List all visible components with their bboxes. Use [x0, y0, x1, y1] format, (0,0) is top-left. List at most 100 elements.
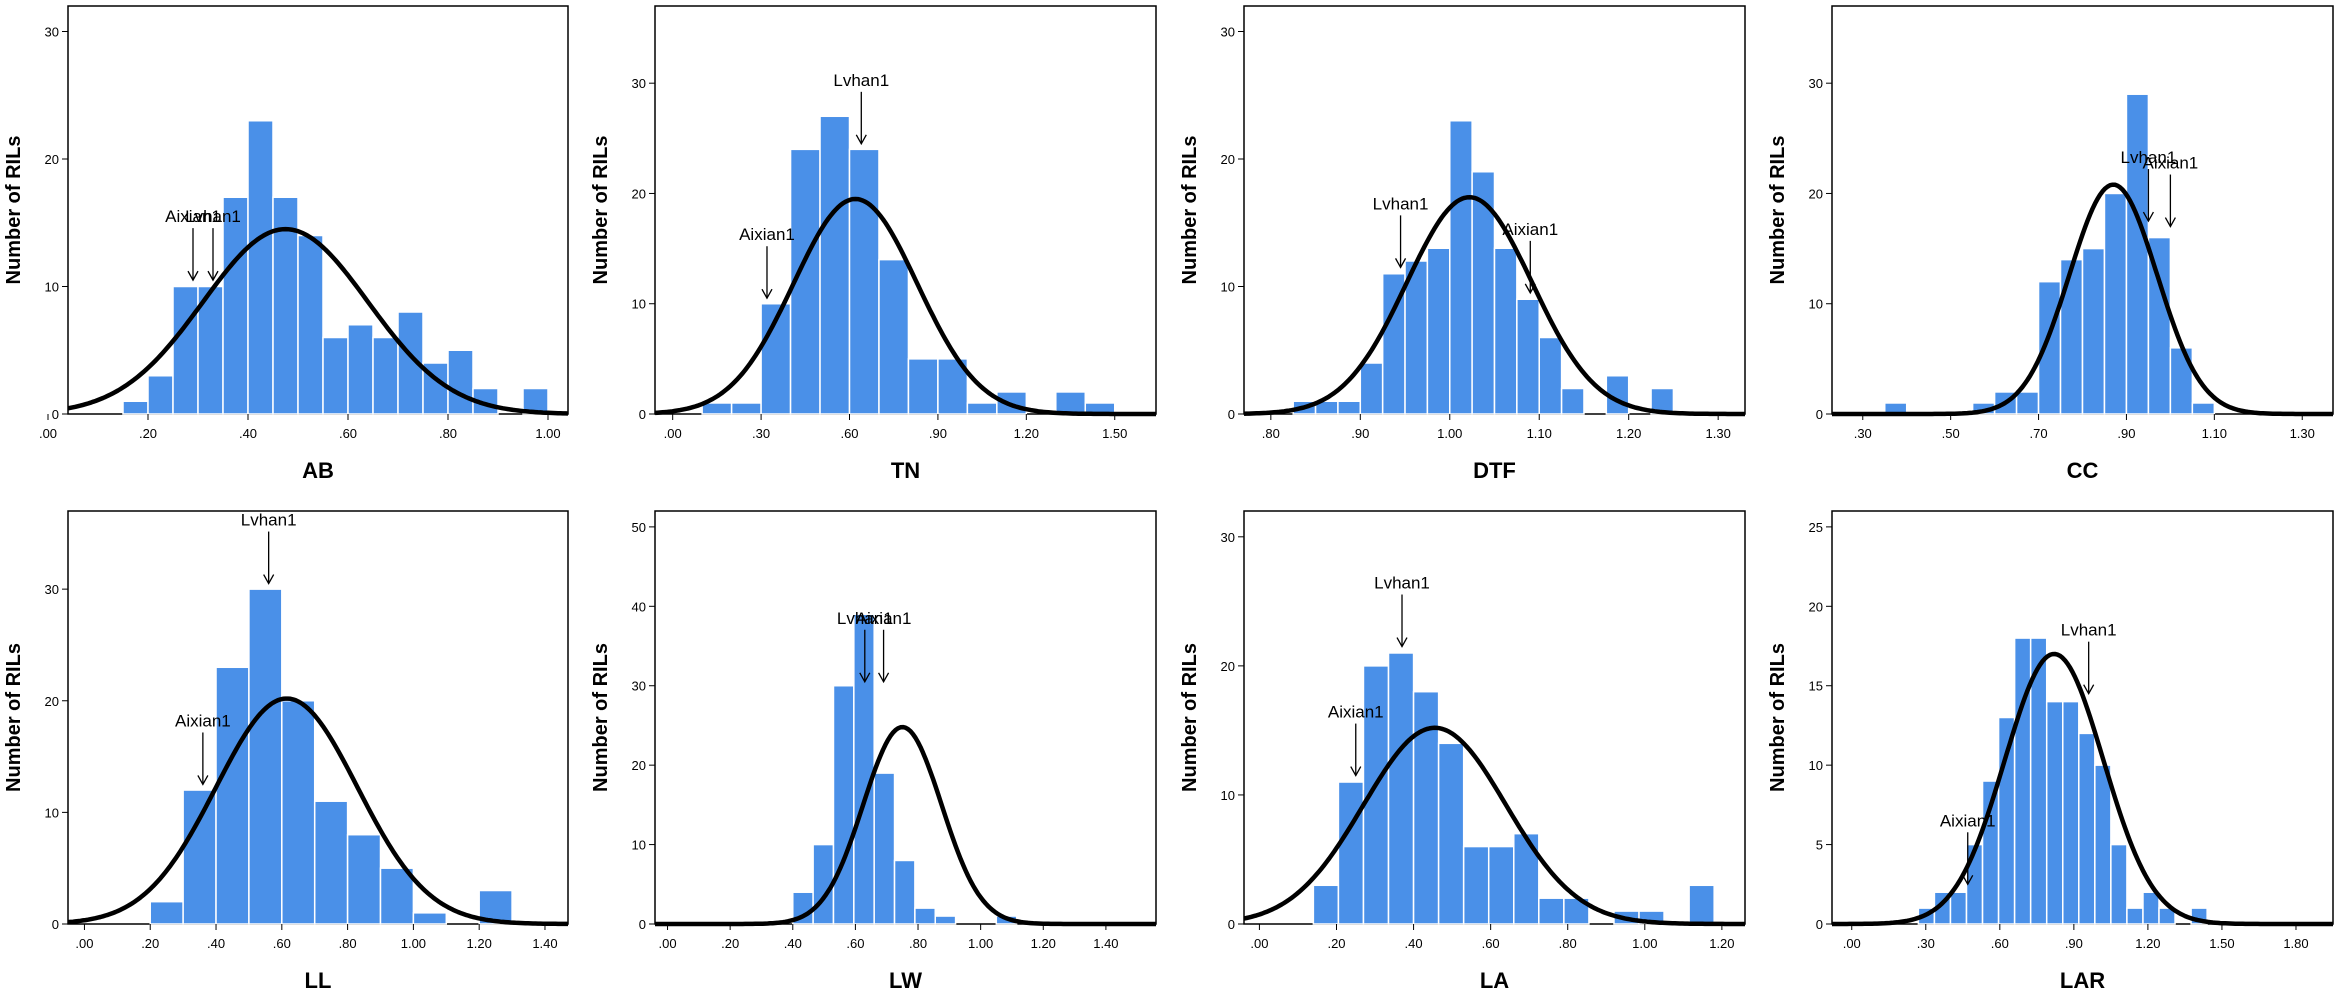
annotation-lvhan1: Lvhan1	[1373, 194, 1428, 269]
histogram-bar	[2103, 192, 2128, 415]
x-tick-label: 1.40	[532, 936, 557, 951]
histogram-bar	[2013, 637, 2032, 925]
x-tick-label: .90	[1351, 426, 1369, 441]
annotation-arrow-head	[855, 134, 867, 146]
histogram-bar	[2045, 700, 2064, 925]
annotation-lvhan1: Lvhan1	[837, 609, 893, 684]
annotation-label: Lvhan1	[1374, 574, 1430, 593]
histogram-bar	[248, 588, 283, 925]
x-axis-label: AB	[302, 458, 334, 483]
x-tick-label: .00	[658, 936, 676, 951]
histogram-bar	[447, 349, 474, 415]
x-axis-label: LAR	[2060, 968, 2105, 993]
annotation-aixian1: Aixian1	[856, 609, 911, 684]
x-tick-label: .00	[1843, 936, 1861, 951]
y-tick-label: 20	[1809, 599, 1823, 614]
histogram-bar	[272, 196, 299, 415]
x-tick-label: .50	[1942, 426, 1960, 441]
histogram-panel-lar: 0 5 10 15 20 25 .00 .30 .60 .90 1.20 1.50 1.80 Aixian…	[1767, 510, 2334, 993]
x-tick-label: .20	[141, 936, 159, 951]
annotation-label: Aixian1	[739, 225, 795, 244]
x-tick-label: .80	[1262, 426, 1280, 441]
x-tick-label: 1.20	[1709, 936, 1734, 951]
x-tick-label: 1.20	[1616, 426, 1641, 441]
histogram-bar	[853, 613, 875, 925]
histogram-bar	[1949, 891, 1968, 925]
x-tick-label: .30	[1854, 426, 1872, 441]
y-tick-label: 10	[632, 838, 646, 853]
histogram-bar	[172, 285, 199, 415]
x-tick-label: .30	[752, 426, 770, 441]
normal-curve	[67, 226, 569, 416]
x-tick-label: .40	[1405, 936, 1423, 951]
annotation-label: Lvhan1	[2061, 621, 2117, 640]
normal-curve	[1243, 195, 1745, 417]
y-tick-label: 0	[1816, 917, 1823, 932]
x-axis-label: TN	[891, 458, 920, 483]
x-tick-label: .30	[1917, 936, 1935, 951]
y-axis-label: Number of RILs	[1179, 136, 1201, 285]
x-tick-label: 1.20	[1014, 426, 1039, 441]
annotation-aixian1: Aixian1	[2143, 154, 2198, 228]
histogram-bar	[1538, 897, 1565, 925]
y-tick-label: 10	[1809, 297, 1823, 312]
histogram-bar	[1387, 652, 1415, 925]
annotation-arrow-head	[1350, 766, 1362, 777]
x-tick-label: .00	[75, 936, 93, 951]
x-tick-label: .90	[929, 426, 947, 441]
y-tick-label: 10	[1221, 788, 1235, 803]
annotation-arrow-head	[2142, 211, 2154, 223]
annotation-label: Aixian1	[165, 207, 221, 226]
histogram-panel-ll: 0 10 20 30 .00 .20 .40 .60 .80 1.00 1.20 1.40 Aixian…	[3, 510, 569, 993]
histogram-bar	[346, 833, 382, 925]
histogram-bar	[149, 900, 184, 925]
x-tick-label: .90	[2065, 936, 2083, 951]
histogram-bar	[1055, 391, 1087, 415]
x-tick-label: .20	[1327, 936, 1345, 951]
x-tick-label: 1.00	[1632, 936, 1657, 951]
histogram-bar	[2015, 391, 2040, 415]
annotation-label: Lvhan1	[837, 609, 893, 628]
annotation-lvhan1: Lvhan1	[241, 511, 297, 585]
x-axis-label: LL	[305, 968, 332, 993]
x-tick-label: 1.80	[2283, 936, 2308, 951]
y-axis-label: Number of RILs	[1179, 643, 1201, 792]
histogram-bar	[1538, 336, 1563, 415]
y-tick-label: 20	[632, 186, 646, 201]
histogram-bar	[1362, 665, 1390, 925]
x-tick-label: 1.40	[1093, 936, 1118, 951]
histogram-bar	[1449, 120, 1473, 415]
histogram-bar	[1462, 845, 1490, 925]
histogram-bar	[215, 666, 250, 925]
plot-frame	[654, 510, 1157, 925]
annotation-label: Lvhan1	[2121, 148, 2177, 167]
x-tick-label: .60	[1991, 936, 2009, 951]
y-tick-label: 20	[45, 694, 59, 709]
histogram-bar	[2125, 93, 2150, 415]
y-tick-label: 10	[1809, 758, 1823, 773]
histogram-bar	[197, 285, 224, 415]
annotation-lvhan1: Lvhan1	[1374, 574, 1430, 648]
histogram-bar	[893, 859, 916, 925]
annotation-label: Aixian1	[1940, 811, 1996, 830]
x-tick-label: 1.00	[968, 936, 993, 951]
annotation-arrow-head	[263, 574, 275, 585]
x-tick-label: .00	[1250, 936, 1268, 951]
histogram-bar	[966, 402, 998, 415]
histogram-bar	[2062, 700, 2080, 925]
x-tick-label: 1.00	[535, 426, 560, 441]
annotation-arrow-head	[878, 672, 890, 684]
x-axis-label: DTF	[1473, 458, 1516, 483]
y-axis-label: Number of RILs	[3, 643, 25, 792]
annotation-arrow-head	[1396, 637, 1408, 648]
annotation-label: Lvhan1	[241, 511, 297, 530]
x-tick-label: .80	[1559, 936, 1577, 951]
y-tick-label: 20	[1809, 186, 1823, 201]
histogram-bar	[412, 912, 448, 925]
histogram-bar	[2142, 891, 2160, 925]
histogram-bar	[347, 324, 374, 415]
y-tick-label: 10	[45, 280, 59, 295]
x-tick-label: .00	[39, 426, 57, 441]
histogram-bar	[1337, 400, 1362, 415]
